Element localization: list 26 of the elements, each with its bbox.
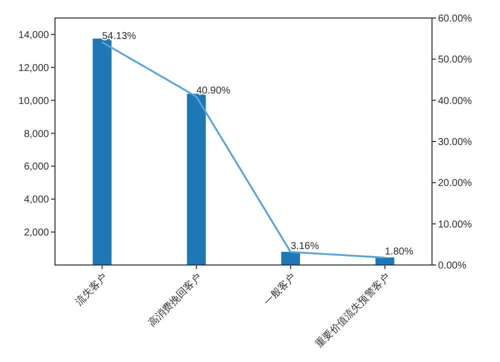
y2-tick-label: 50.00% [438,54,472,66]
data-label: 54.13% [102,31,136,42]
bar [281,252,300,265]
y-tick-label: 12,000 [18,62,50,74]
data-label: 40.90% [196,86,230,97]
y-tick-label: 2,000 [24,228,50,239]
y2-tick-label: 60.00% [438,14,472,24]
y-tick-label: 14,000 [18,30,50,41]
y-tick-label: 4,000 [24,194,50,206]
y2-tick-label: 30.00% [438,137,472,148]
y-tick-label: 8,000 [24,128,50,140]
x-tick-label: 重要价值流失预警客户 [313,271,392,350]
y-tick-label: 10,000 [18,96,50,107]
line-series [101,41,386,258]
data-label: 1.80% [384,246,414,258]
y-tick-label: 6,000 [24,162,50,173]
bar [186,94,206,265]
bar [92,38,112,265]
x-tick-label: 一般客户 [261,271,298,308]
y2-tick-label: 20.00% [438,178,472,190]
x-tick-label: 高消费挽回客户 [146,271,204,330]
y2-tick-label: 40.00% [438,96,472,107]
data-label: 3.16% [290,240,320,252]
y2-tick-label: 0.00% [438,260,466,272]
y2-tick-label: 10.00% [438,219,472,230]
x-tick-label: 流失客户 [72,271,110,308]
